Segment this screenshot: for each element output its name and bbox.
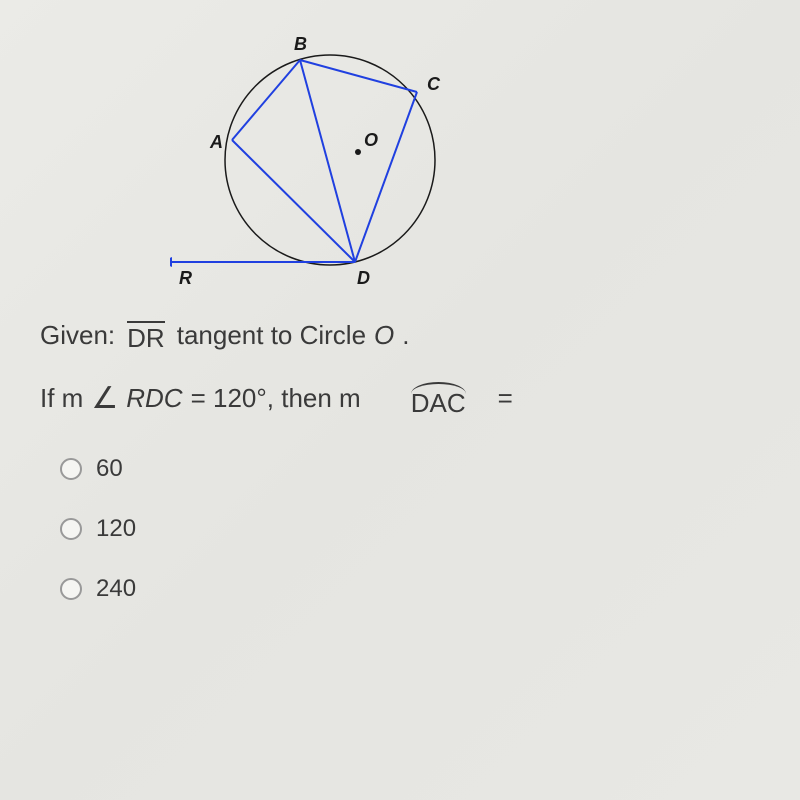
option-label: 60 xyxy=(96,455,123,483)
svg-text:C: C xyxy=(427,74,441,94)
answer-options: 60 120 240 xyxy=(60,455,760,603)
option-60[interactable]: 60 xyxy=(60,455,760,483)
arc-DAC: DAC xyxy=(411,382,466,416)
svg-text:A: A xyxy=(209,132,223,152)
radio-icon[interactable] xyxy=(60,578,82,600)
svg-text:D: D xyxy=(357,268,370,288)
given-statement: Given: DR tangent to Circle O. xyxy=(40,315,760,357)
cond-value: = 120°, then m xyxy=(191,378,361,420)
condition-statement: If m ∠ RDC = 120°, then m DAC = xyxy=(40,375,760,423)
svg-text:O: O xyxy=(364,130,378,150)
angle-symbol: ∠ xyxy=(91,375,118,423)
option-240[interactable]: 240 xyxy=(60,575,760,603)
option-label: 120 xyxy=(96,515,136,543)
svg-text:R: R xyxy=(179,268,192,288)
given-suffix: tangent to Circle xyxy=(177,315,366,357)
option-label: 240 xyxy=(96,575,136,603)
angle-name: RDC xyxy=(126,378,182,420)
geometry-diagram: O A B C D R xyxy=(170,30,760,295)
cond-prefix: If m xyxy=(40,378,83,420)
diagram-svg: O A B C D R xyxy=(170,30,480,290)
given-prefix: Given: xyxy=(40,315,115,357)
segment-DR: DR xyxy=(127,321,165,351)
option-120[interactable]: 120 xyxy=(60,515,760,543)
radio-icon[interactable] xyxy=(60,518,82,540)
circle-name: O xyxy=(374,315,394,357)
radio-icon[interactable] xyxy=(60,458,82,480)
svg-text:B: B xyxy=(294,34,307,54)
equals-sign: = xyxy=(498,378,513,420)
